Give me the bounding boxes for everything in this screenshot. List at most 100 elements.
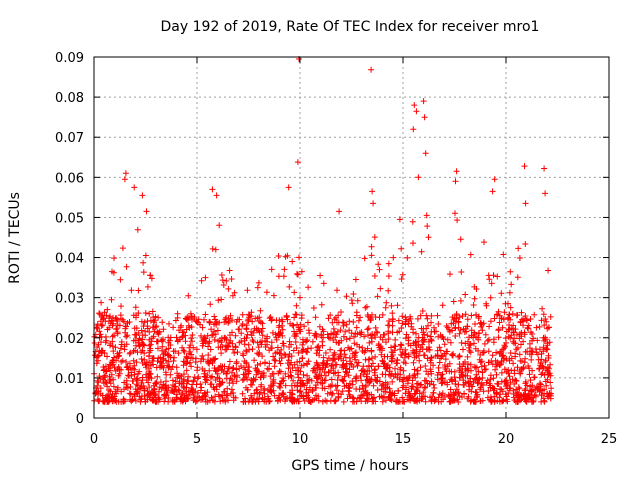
data-point <box>536 323 543 330</box>
data-point <box>114 322 121 329</box>
data-point <box>325 355 332 362</box>
data-point <box>140 259 147 266</box>
data-point <box>219 379 226 386</box>
data-point <box>109 333 116 340</box>
data-point <box>487 294 494 301</box>
data-point <box>179 344 186 351</box>
data-point <box>385 328 392 335</box>
data-point <box>330 370 337 377</box>
data-point <box>542 190 549 197</box>
data-point <box>289 322 296 329</box>
data-point <box>146 384 153 391</box>
data-point <box>239 311 246 318</box>
data-point <box>152 390 159 397</box>
data-point <box>264 365 271 372</box>
data-point <box>319 380 326 387</box>
data-point <box>276 394 283 401</box>
data-point <box>244 386 251 393</box>
data-point <box>183 354 190 361</box>
data-point <box>474 380 481 387</box>
data-point <box>160 326 167 333</box>
data-point <box>399 271 406 278</box>
data-point <box>144 392 151 398</box>
data-point <box>339 376 346 383</box>
data-point <box>180 362 187 369</box>
data-point <box>117 276 124 283</box>
data-point <box>163 386 170 393</box>
data-point <box>329 382 336 389</box>
data-point <box>115 372 122 379</box>
data-point <box>259 370 266 377</box>
data-point <box>371 273 378 279</box>
data-point <box>117 345 124 352</box>
data-point <box>412 398 419 405</box>
data-point <box>126 373 132 379</box>
data-point <box>173 364 180 371</box>
data-point <box>450 298 457 305</box>
data-point <box>248 328 255 335</box>
data-point <box>468 327 475 334</box>
data-point <box>94 321 101 328</box>
x-axis-label: GPS time / hours <box>291 458 408 474</box>
data-point <box>428 378 435 385</box>
data-point <box>170 324 177 331</box>
data-point <box>282 382 289 389</box>
data-point <box>370 200 377 207</box>
data-point <box>297 294 303 301</box>
data-point <box>355 359 362 366</box>
data-point <box>149 324 156 331</box>
data-point <box>104 383 111 390</box>
data-point <box>94 377 101 384</box>
data-point <box>388 302 395 309</box>
data-point <box>146 370 153 377</box>
data-point <box>446 326 452 333</box>
data-point <box>319 365 326 372</box>
data-point <box>359 392 366 399</box>
data-point <box>540 334 547 341</box>
data-point <box>399 376 406 383</box>
data-point <box>324 360 331 367</box>
data-point <box>350 291 357 297</box>
data-point <box>310 365 317 372</box>
data-point <box>423 325 430 332</box>
data-point <box>273 317 280 324</box>
data-point <box>183 367 190 374</box>
data-point <box>368 252 375 259</box>
data-point <box>291 382 298 389</box>
data-point <box>281 351 288 358</box>
data-point <box>109 359 116 366</box>
x-tick-label: 5 <box>193 432 201 447</box>
data-point <box>489 188 496 195</box>
data-point <box>379 398 386 405</box>
data-point <box>275 324 282 331</box>
data-point <box>179 398 186 405</box>
data-point <box>448 376 455 383</box>
data-point <box>408 385 415 392</box>
data-point <box>111 393 118 400</box>
data-point <box>264 333 271 340</box>
data-point <box>289 365 296 371</box>
data-point <box>96 310 103 317</box>
data-point <box>514 274 521 281</box>
data-point <box>473 334 480 340</box>
data-point <box>110 383 117 390</box>
data-point <box>324 331 331 338</box>
data-point <box>205 343 211 350</box>
data-point <box>511 335 518 342</box>
data-point <box>126 350 133 357</box>
y-tick-label: 0.04 <box>55 252 84 267</box>
data-point <box>482 331 489 338</box>
data-point <box>462 340 469 347</box>
data-point <box>539 305 546 312</box>
data-point <box>146 336 153 343</box>
data-point <box>516 385 523 392</box>
data-point <box>374 329 381 336</box>
data-point <box>270 353 277 360</box>
data-point <box>281 266 288 273</box>
data-point <box>188 335 195 342</box>
data-point <box>423 312 430 319</box>
data-point <box>371 234 378 241</box>
data-point <box>327 397 334 404</box>
data-point <box>368 347 375 354</box>
x-tick-labels: 0 5 10 15 20 25 <box>90 432 617 447</box>
